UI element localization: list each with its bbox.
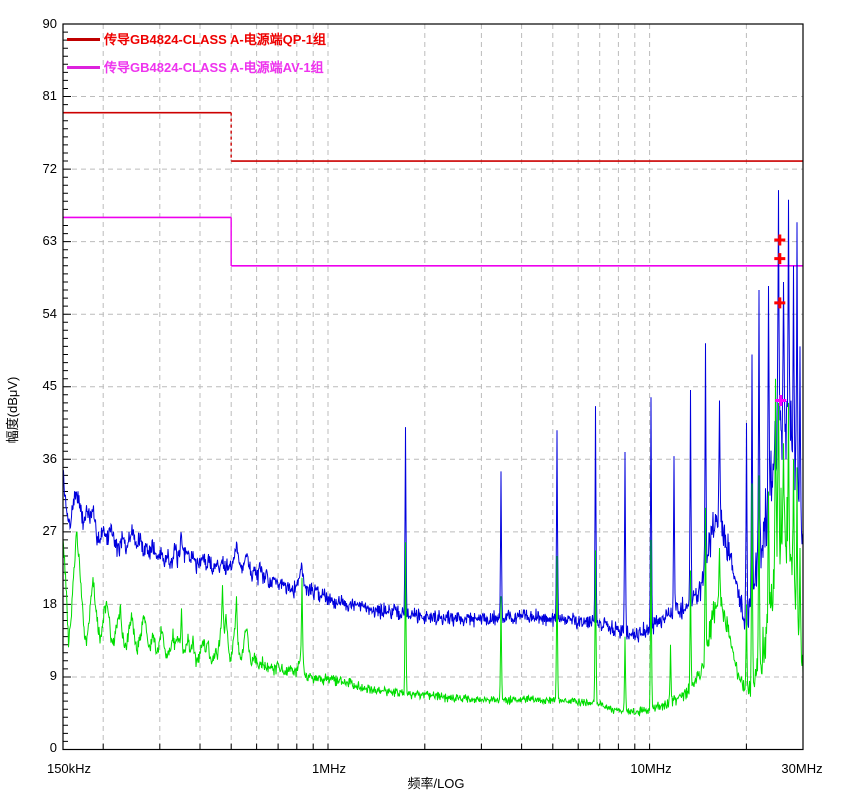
x-axis-title: 频率/LOG bbox=[407, 776, 465, 791]
y-tick-label: 36 bbox=[42, 451, 57, 466]
y-tick-label: 18 bbox=[42, 596, 57, 611]
y-tick-label: 27 bbox=[42, 523, 57, 538]
legend-line-sample-qp bbox=[67, 38, 100, 41]
axis-ticks bbox=[63, 31, 747, 750]
y-tick-label: 81 bbox=[42, 88, 57, 103]
plot-border bbox=[62, 23, 804, 751]
x-tick-label: 10MHz bbox=[630, 761, 672, 776]
y-tick-label: 45 bbox=[42, 378, 57, 393]
y-tick-label: 63 bbox=[42, 233, 57, 248]
legend-line-sample-av bbox=[67, 66, 100, 69]
y-tick-label: 0 bbox=[49, 740, 57, 755]
av-trace bbox=[63, 378, 803, 717]
x-tick-label: 1MHz bbox=[312, 761, 346, 776]
x-tick-label: 150kHz bbox=[46, 761, 92, 776]
y-tick-label: 72 bbox=[42, 161, 57, 176]
grid bbox=[63, 24, 803, 750]
y-tick-label: 9 bbox=[49, 668, 57, 683]
qp-trace bbox=[63, 190, 803, 643]
y-tick-label: 90 bbox=[42, 16, 57, 31]
legend-label-av: 传导GB4824-CLASS A-电源端AV-1组 bbox=[104, 60, 324, 75]
y-axis-title: 幅度(dBμV) bbox=[5, 376, 20, 444]
qp-peak-markers bbox=[774, 234, 786, 309]
legend-label-qp: 传导GB4824-CLASS A-电源端QP-1组 bbox=[104, 32, 326, 47]
y-tick-label: 54 bbox=[42, 306, 57, 321]
x-tick-label: 30MHz bbox=[781, 761, 823, 776]
av-peak-marker bbox=[775, 395, 787, 406]
